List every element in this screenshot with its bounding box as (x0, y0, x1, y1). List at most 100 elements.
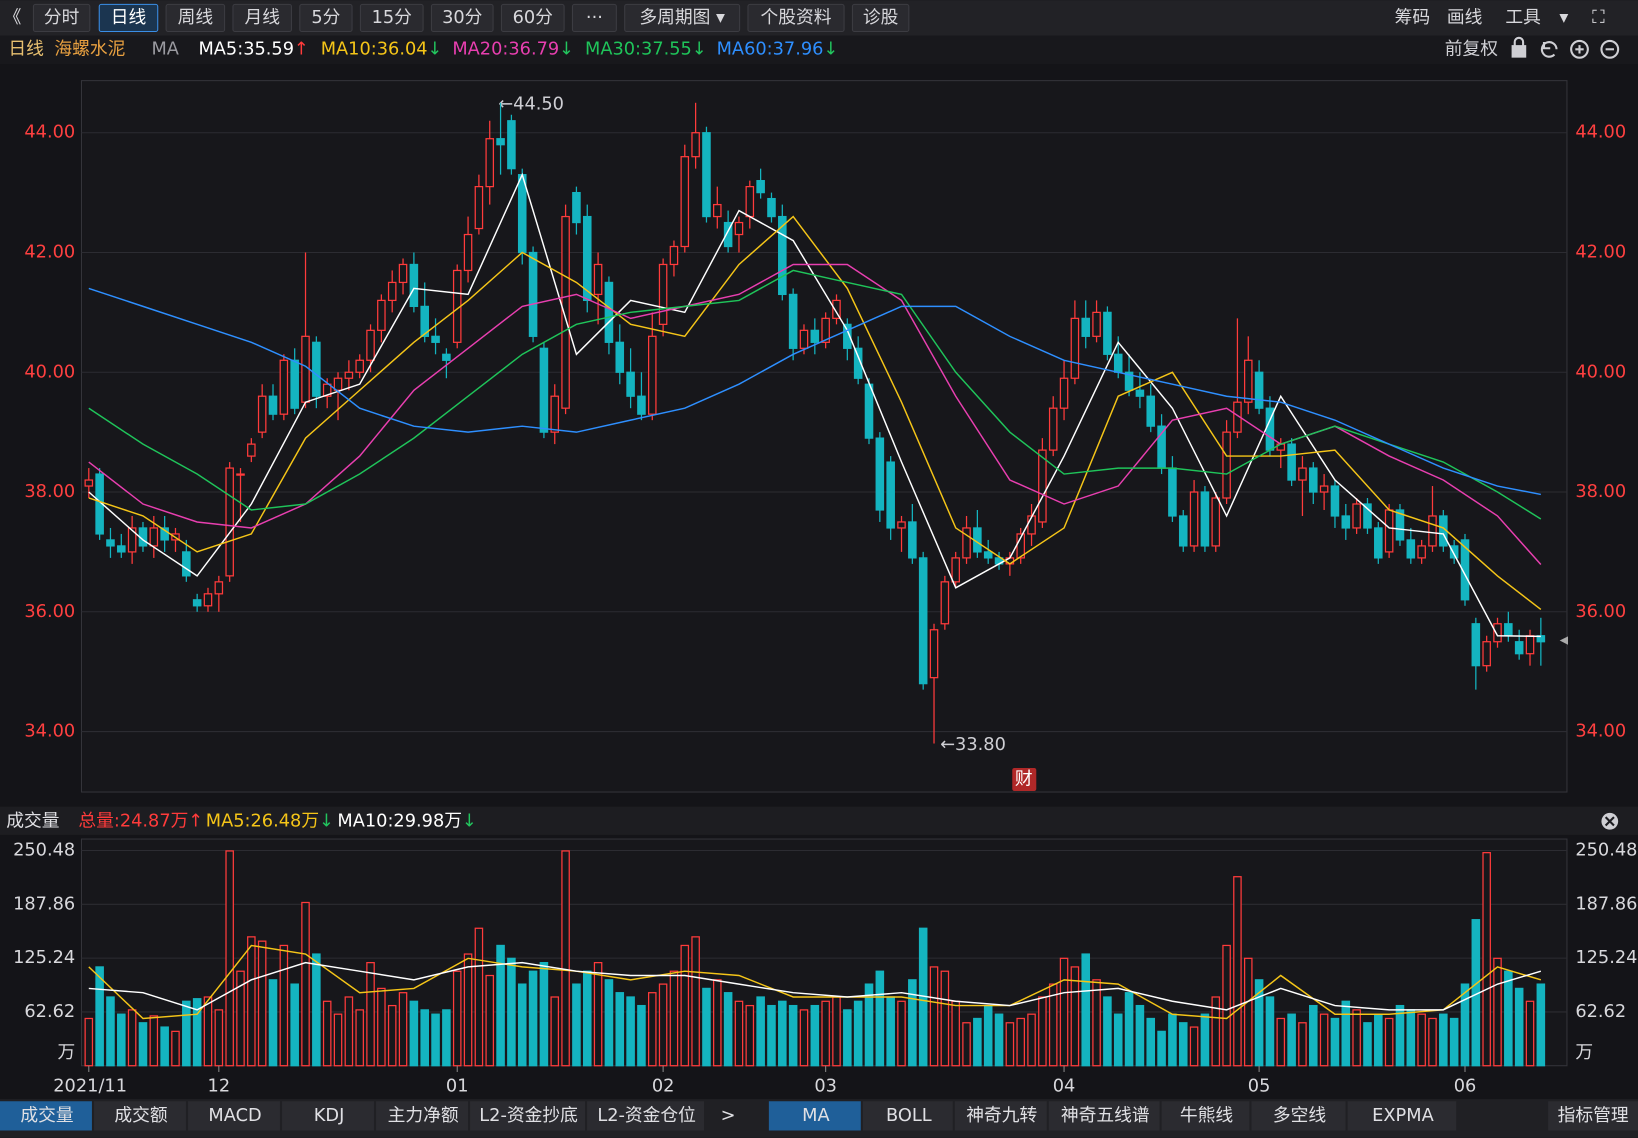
candle-body (322, 383, 332, 397)
candle-body (431, 335, 440, 343)
toolbar-right[interactable]: 筹码 (1395, 7, 1431, 28)
tab-label[interactable]: MA (802, 1106, 829, 1126)
toolbar-right[interactable]: ⛶ (1592, 8, 1605, 28)
tab-label[interactable]: 多空线 (1273, 1105, 1326, 1126)
toolbar-label[interactable]: 《 (4, 8, 22, 28)
volume-bar (182, 1000, 191, 1067)
candle-body (1189, 491, 1199, 547)
toolbar-label[interactable]: 15分 (372, 7, 413, 28)
tab-more[interactable]: > (721, 1106, 736, 1126)
candle-body (647, 335, 657, 415)
tab-label[interactable]: MACD (208, 1106, 261, 1126)
tab (862, 1101, 953, 1131)
candle-body (788, 293, 798, 349)
volume-bar (550, 996, 560, 1067)
ma-legend-arrow: ↓ (428, 39, 443, 59)
candle-body (886, 461, 895, 529)
toolbar-right[interactable]: ▾ (1559, 8, 1568, 28)
candle-body (1254, 371, 1264, 409)
y-tick-label-right: 万 (1575, 1043, 1593, 1063)
indicator: MA (151, 39, 178, 59)
x-tick-label: 05 (1248, 1077, 1271, 1097)
candle-body (1482, 641, 1491, 667)
volume-bar (788, 1004, 798, 1067)
close-icon[interactable] (1601, 812, 1619, 830)
toolbar-label[interactable]: 诊股 (863, 7, 899, 28)
volume-bar (1265, 996, 1275, 1067)
candle-body (387, 281, 397, 302)
tab-label[interactable]: 成交量 (20, 1105, 73, 1126)
candle-body (1092, 311, 1101, 337)
volume-bar (951, 1000, 960, 1067)
candle-body (192, 599, 202, 607)
tab (0, 1101, 92, 1131)
volume-bar (452, 970, 462, 1067)
tab-label[interactable]: 牛熊线 (1180, 1105, 1234, 1126)
toolbar-label[interactable]: ··· (586, 8, 603, 28)
tab-label[interactable]: L2-资金仓位 (597, 1105, 696, 1126)
tab-label[interactable]: 成交额 (114, 1105, 168, 1126)
toolbar-label[interactable]: 60分 (513, 7, 554, 28)
tab-label[interactable]: BOLL (886, 1106, 932, 1126)
volume-bar (84, 1017, 94, 1067)
candle-body (1211, 497, 1221, 547)
candle-body (691, 132, 700, 158)
candle-body (366, 329, 375, 361)
tab-label[interactable]: KDJ (314, 1106, 345, 1126)
volume-bar (138, 1022, 148, 1067)
y-tick-label: 44.00 (24, 123, 75, 143)
vol-ma-legend: MA5:26.48万↓ (206, 811, 334, 831)
candle-body (1374, 527, 1383, 559)
volume-bar (756, 996, 765, 1067)
toolbar-label[interactable]: 周线 (178, 7, 214, 28)
tab (954, 1101, 1047, 1131)
toolbar-button (747, 3, 845, 33)
volume-bar (1222, 944, 1231, 1067)
volume-bar (1005, 1022, 1015, 1067)
tab-label[interactable]: EXPMA (1372, 1106, 1434, 1126)
volume-bar (734, 1000, 744, 1067)
volume-bar (1157, 1030, 1166, 1067)
toolbar-label[interactable]: 月线 (244, 7, 280, 28)
volume-bar (398, 992, 408, 1067)
candle-body (1352, 503, 1361, 529)
volume-bar (214, 1009, 224, 1067)
volume-bar (485, 974, 495, 1067)
volume-bar (355, 1009, 364, 1067)
volume-bar (582, 970, 592, 1067)
candle-body (983, 551, 993, 559)
tab-label[interactable]: L2-资金抄底 (479, 1105, 578, 1126)
badge[interactable]: 财 (1015, 768, 1033, 789)
candle-body (669, 245, 679, 266)
candle-body (127, 527, 137, 553)
toolbar-label[interactable]: 5分 (311, 7, 340, 28)
volume-bar (658, 983, 668, 1067)
stock-name: 海螺水泥 (54, 38, 125, 59)
candle-body (290, 359, 299, 409)
y-tick-label: 万 (57, 1043, 75, 1063)
toolbar-label[interactable]: 日线 (111, 7, 147, 28)
candle-body (897, 521, 906, 529)
adjust[interactable]: 前复权 (1445, 38, 1498, 59)
candle-body (940, 581, 950, 625)
tab-label[interactable]: 神奇九转 (966, 1105, 1037, 1126)
toolbar-right[interactable]: 画线 (1447, 7, 1483, 28)
toolbar-label[interactable]: 个股资料 (761, 7, 832, 28)
volume-bar (994, 1013, 1004, 1067)
candle-body (344, 371, 354, 379)
volume-bar (517, 983, 527, 1067)
volume-bar (1298, 1022, 1307, 1067)
toolbar-label[interactable]: 分时 (44, 7, 80, 28)
toolbar-label[interactable]: 30分 (442, 7, 483, 28)
toolbar-right[interactable]: 工具 (1505, 8, 1541, 28)
tab-label[interactable]: 主力净额 (388, 1105, 459, 1126)
tab-label[interactable]: 指标管理 (1558, 1105, 1629, 1126)
y-tick-label-right: 62.62 (1575, 1002, 1626, 1022)
y-tick-label: 38.00 (24, 482, 75, 502)
volume-bar (203, 996, 213, 1067)
tab-label[interactable]: 神奇五线谱 (1061, 1105, 1150, 1126)
toolbar-button (851, 3, 910, 33)
toolbar-label[interactable]: 多周期图 ▾ (639, 7, 725, 28)
candle-body (1178, 515, 1188, 547)
